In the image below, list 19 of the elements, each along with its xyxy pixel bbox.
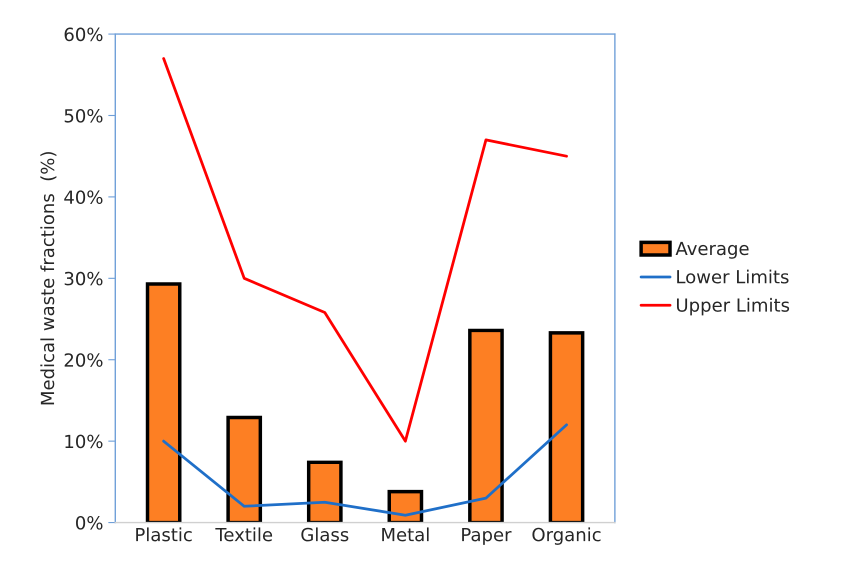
y-axis-title: Medical waste fractions (%)	[40, 152, 56, 404]
y-tick-label: 40%	[64, 190, 102, 204]
line-series	[162, 423, 568, 517]
x-tick-label: Paper	[462, 528, 512, 545]
legend-label: Upper Limits	[676, 298, 790, 316]
x-tick-label: Textile	[215, 527, 272, 542]
y-tick-label: 20%	[64, 353, 102, 367]
x-tick-label: Plastic	[136, 527, 192, 542]
y-tick-label: 60%	[64, 28, 102, 42]
y-tick-label: 10%	[65, 434, 102, 448]
y-tick-label: 30%	[64, 272, 102, 286]
y-tick-label: 0%	[76, 516, 102, 530]
x-tick-label: Organic	[532, 527, 601, 545]
line-series	[162, 57, 568, 443]
y-tick-label: 50%	[64, 108, 102, 123]
legend-label: Average	[676, 242, 749, 259]
legend-label: Lower Limits	[677, 270, 789, 284]
x-tick-label: Metal	[382, 527, 429, 542]
x-tick-label: Glass	[301, 527, 348, 542]
